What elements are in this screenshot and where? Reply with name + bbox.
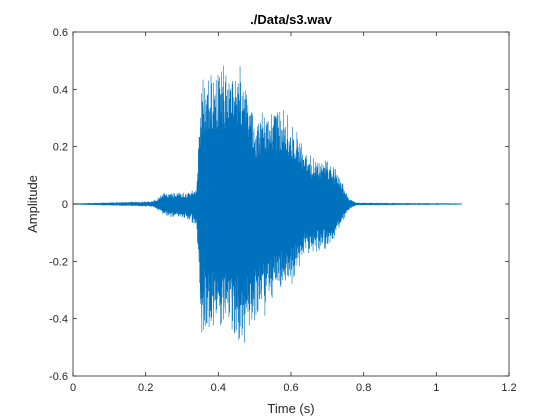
x-tick-label: 1	[433, 382, 439, 394]
x-tick-label: 1.2	[501, 382, 516, 394]
y-tick-label: -0.4	[49, 314, 68, 326]
y-tick-label: -0.6	[49, 371, 68, 383]
y-tick-label: -0.2	[49, 256, 68, 268]
x-axis-label: Time (s)	[267, 401, 314, 416]
x-tick-label: 0.6	[283, 382, 298, 394]
x-tick-label: 0.8	[356, 382, 371, 394]
x-tick-label: 0.2	[138, 382, 153, 394]
x-tick-label: 0	[70, 382, 76, 394]
waveform-line	[72, 65, 462, 343]
waveform-series	[72, 65, 462, 343]
axis-ticks: 0 0.2 0.4 0.6 0.8 1 1.2 -0.6 -0.4 -0.2 0 0.2 0.4 0.6	[49, 27, 517, 394]
y-axis-label: Amplitude	[25, 175, 40, 233]
y-tick-label: 0.4	[53, 84, 68, 96]
x-tick-label: 0.4	[211, 382, 226, 394]
chart-title: ./Data/s3.wav	[250, 12, 332, 27]
y-tick-label: 0	[62, 199, 68, 211]
y-tick-label: 0.2	[53, 142, 68, 154]
y-tick-label: 0.6	[53, 27, 68, 39]
